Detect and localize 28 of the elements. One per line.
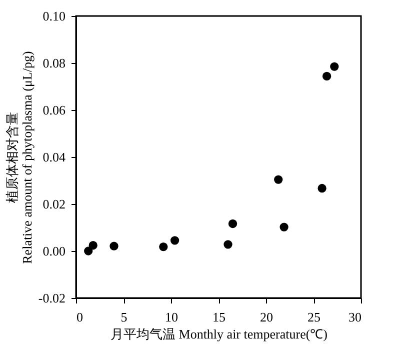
y-tick-label: 0.08 — [42, 56, 66, 70]
point — [318, 184, 326, 193]
x-tick-label: 30 — [348, 310, 362, 324]
point — [330, 62, 339, 71]
y-tick-label: 0.02 — [42, 196, 66, 212]
y-axis-title: 植原体相对含量 Relative amount of phytoplasma (μL/pg) — [4, 51, 34, 264]
x-tick-label: 20 — [260, 310, 273, 324]
y-tick-label: -0.02 — [38, 290, 66, 306]
point — [84, 246, 93, 256]
y-tick-label: 0.04 — [42, 150, 66, 164]
point — [322, 72, 332, 80]
y-tick-label: 0.00 — [42, 244, 66, 258]
point — [228, 219, 238, 228]
x-tick-label: 0 — [76, 310, 83, 324]
point — [224, 240, 232, 249]
x-tick-label: 5 — [120, 310, 128, 324]
x-tick-label: 25 — [308, 310, 320, 324]
point — [274, 175, 283, 184]
x-tick-label: 15 — [212, 310, 226, 324]
point — [159, 242, 168, 252]
point — [88, 241, 98, 250]
point — [170, 236, 180, 245]
x-tick-label: 10 — [165, 310, 178, 324]
point — [280, 222, 288, 232]
y-tick-label: 0.10 — [42, 8, 66, 24]
point — [110, 242, 118, 250]
x-axis-title: 月平均气温 Monthly air temperature(℃) — [110, 326, 328, 342]
y-tick-label: 0.06 — [42, 102, 66, 118]
